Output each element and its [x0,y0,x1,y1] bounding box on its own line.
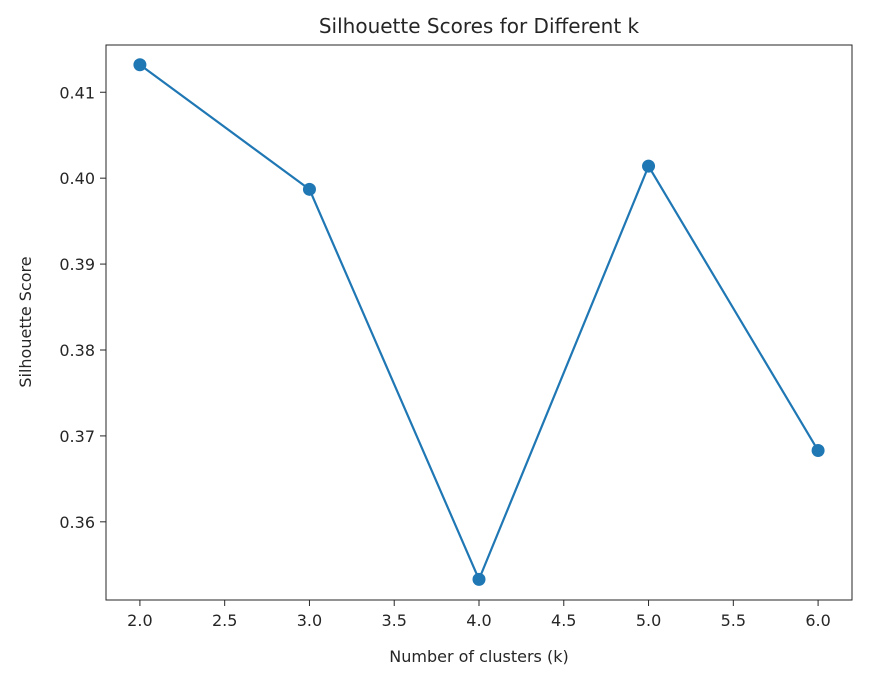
x-tick-label: 2.5 [212,611,237,630]
data-point-k2 [133,58,147,72]
series-line [139,63,820,581]
x-tick-label: 5.5 [721,611,746,630]
x-tick-label: 3.5 [382,611,407,630]
data-point-k6 [811,444,825,458]
chart-title: Silhouette Scores for Different k [319,14,640,38]
y-tick-label: 0.37 [59,427,95,446]
x-tick-label: 4.5 [551,611,576,630]
x-tick-label: 6.0 [805,611,830,630]
data-point-k3 [302,182,316,196]
x-tick-label: 4.0 [466,611,491,630]
x-axis-label: Number of clusters (k) [389,647,568,666]
y-tick-label: 0.41 [59,83,95,102]
x-tick-label: 5.0 [636,611,661,630]
x-axis: 2.0 2.5 3.0 3.5 4.0 4.5 5.0 5.5 6.0 [127,600,831,630]
y-tick-label: 0.39 [59,255,95,274]
series-layer [133,58,825,586]
plot-area [105,44,853,601]
y-tick-label: 0.38 [59,341,95,360]
data-point-k4 [472,572,486,586]
x-tick-label: 3.0 [297,611,322,630]
y-tick-label: 0.40 [59,169,95,188]
x-tick-label: 2.0 [127,611,152,630]
y-axis: 0.36 0.37 0.38 0.39 0.40 0.41 [59,83,106,532]
data-point-k5 [642,159,656,173]
plot-frame [105,44,853,601]
y-tick-label: 0.36 [59,513,95,532]
y-axis-label: Silhouette Score [16,256,35,387]
